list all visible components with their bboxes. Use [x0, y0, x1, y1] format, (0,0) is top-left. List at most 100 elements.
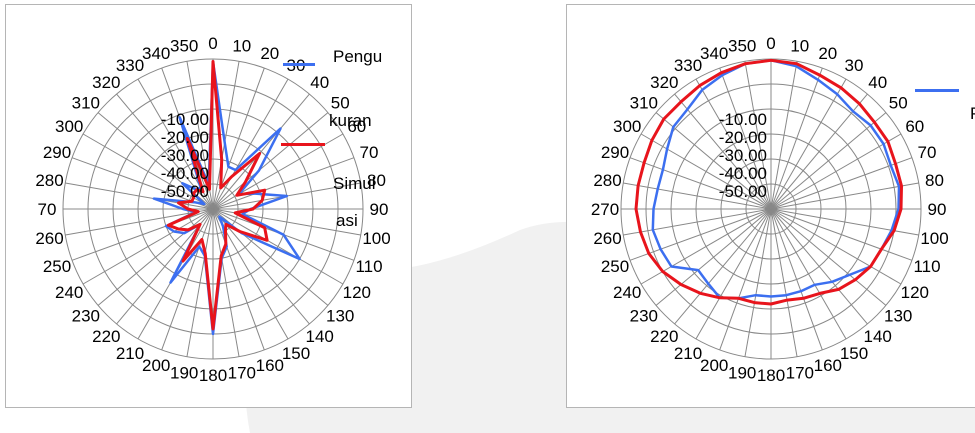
radar-grid-spoke — [212, 133, 344, 210]
radar-grid-spoke — [770, 208, 902, 285]
angle-tick-label: 20 — [260, 44, 279, 63]
radar-grid-spoke — [212, 208, 265, 351]
angle-tick-label: 310 — [72, 93, 100, 112]
radial-tick-label: -50.00 — [719, 182, 767, 201]
radial-tick-label: -40.00 — [161, 164, 209, 183]
angle-tick-label: 350 — [170, 37, 198, 56]
radar-grid-spoke — [674, 93, 772, 210]
radar-grid-spoke — [212, 208, 240, 357]
angle-tick-label: 260 — [35, 229, 63, 248]
radar-grid-spoke — [770, 182, 919, 210]
radial-tick-label: -10.00 — [719, 110, 767, 129]
angle-tick-label: 190 — [728, 364, 756, 383]
legend-label-simulasi-line2: asi — [336, 211, 358, 230]
series-line-simulasi — [634, 58, 903, 306]
radar-grid-spoke — [695, 208, 772, 340]
angle-tick-label: 10 — [790, 37, 809, 56]
radar-grid-spoke — [770, 208, 823, 351]
angle-tick-label: 20 — [818, 44, 837, 63]
radar-grid-spoke — [623, 208, 772, 236]
radar-grid-spoke — [770, 67, 823, 210]
angle-tick-label: 150 — [840, 344, 868, 363]
angle-tick-label: 140 — [306, 327, 334, 346]
angle-tick-label: 290 — [601, 143, 629, 162]
radar-grid-spoke — [212, 208, 310, 325]
radar-grid-spoke — [770, 93, 868, 210]
legend-label-pengukuran-line2: kuran — [329, 111, 372, 130]
angle-tick-label: 130 — [326, 307, 354, 326]
radar-grid-spoke — [186, 208, 214, 357]
angle-tick-label: 220 — [92, 327, 120, 346]
angle-tick-label: 180 — [199, 366, 227, 385]
radar-chart-panel-left: -50.00-40.00-30.00-20.00-10.000102030405… — [5, 4, 412, 408]
radar-grid-spoke — [82, 133, 214, 210]
angle-tick-label: 250 — [43, 257, 71, 276]
radar-grid-spoke — [770, 208, 868, 325]
angle-tick-label: 300 — [55, 117, 83, 136]
radar-grid-spoke — [212, 208, 344, 285]
angle-tick-label: 110 — [355, 257, 382, 276]
radar-grid-spoke — [770, 112, 887, 210]
angle-tick-label: 10 — [232, 37, 251, 56]
radar-grid-spoke — [674, 208, 772, 325]
angle-tick-label: 30 — [845, 56, 864, 75]
angle-tick-label: 0 — [208, 34, 217, 53]
radar-grid-spoke — [640, 133, 772, 210]
angle-tick-label: 220 — [650, 327, 678, 346]
legend-swatch-pengukuran — [283, 63, 315, 66]
angle-tick-label: 340 — [700, 44, 728, 63]
angle-tick-label: 260 — [593, 229, 621, 248]
radar-grid-spoke — [212, 112, 329, 210]
angle-tick-label: 160 — [814, 356, 842, 375]
angle-tick-label: 290 — [43, 143, 71, 162]
series-line-pengukuran — [651, 59, 901, 300]
angle-tick-label: 70 — [360, 143, 379, 162]
angle-tick-label: 50 — [331, 93, 350, 112]
radial-tick-label: -20.00 — [719, 128, 767, 147]
angle-tick-label: 320 — [650, 73, 678, 92]
angle-tick-label: 250 — [601, 257, 629, 276]
angle-tick-label: 350 — [728, 37, 756, 56]
radar-chart-right: -50.00-40.00-30.00-20.00-10.00 0 10 20 30405… — [591, 34, 949, 385]
radar-grid-spoke — [97, 208, 214, 306]
radar-chart-left: -50.00-40.00-30.00-20.00-10.000102030405… — [35, 34, 390, 385]
radar-grid-spoke — [770, 208, 887, 306]
radar-grid-spoke — [744, 208, 772, 357]
radial-tick-label: -50.00 — [161, 182, 209, 201]
angle-tick-label: 100 — [362, 229, 390, 248]
angle-tick-label: 120 — [343, 283, 371, 302]
angle-tick-label: 90 — [928, 200, 947, 219]
radial-tick-label: -30.00 — [161, 146, 209, 165]
radar-grid-spoke — [770, 78, 847, 210]
radial-tick-label: -40.00 — [719, 164, 767, 183]
angle-tick-label: 70 — [38, 200, 57, 219]
radar-grid-spoke — [770, 208, 847, 340]
angle-tick-label: 130 — [884, 307, 912, 326]
angle-tick-label: 310 — [630, 93, 658, 112]
angle-tick-label: 300 — [613, 117, 641, 136]
radar-grid-spoke — [770, 133, 902, 210]
radar-grid-spoke — [629, 157, 772, 210]
legend-label-pengukuran-right: P — [970, 105, 975, 123]
angle-tick-label: 170 — [228, 364, 256, 383]
radar-grid-spoke — [770, 157, 913, 210]
radar-grid-spoke — [212, 61, 240, 210]
radar-grid-spoke — [161, 208, 214, 351]
angle-tick-label: 90 — [370, 200, 389, 219]
angle-tick-label: 200 — [700, 356, 728, 375]
angle-tick-label: 280 — [35, 171, 63, 190]
angle-tick-label: 320 — [92, 73, 120, 92]
radar-grid-spoke — [719, 67, 772, 210]
angle-tick-label: 330 — [116, 56, 144, 75]
angle-tick-label: 270 — [591, 200, 619, 219]
angle-tick-label: 240 — [613, 283, 641, 302]
radar-grid-spoke — [212, 157, 355, 210]
angle-tick-label: 60 — [347, 117, 366, 136]
angle-tick-label: 80 — [925, 171, 944, 190]
radar-grid-spoke — [65, 182, 214, 210]
angle-tick-label: 40 — [310, 73, 329, 92]
angle-tick-label: 160 — [256, 356, 284, 375]
radial-tick-label: -30.00 — [719, 146, 767, 165]
radar-grid-spoke — [212, 93, 310, 210]
angle-tick-label: 70 — [918, 143, 937, 162]
